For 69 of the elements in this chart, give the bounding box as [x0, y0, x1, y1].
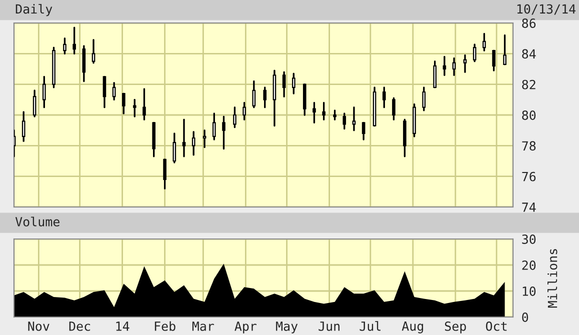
candlestick	[472, 44, 476, 62]
candlestick	[492, 50, 496, 72]
y-axis-title: Millions	[547, 249, 558, 308]
y-tick-label: 86	[522, 18, 536, 28]
chart-title: Daily	[16, 4, 52, 16]
candlestick	[482, 32, 486, 52]
x-tick-label: Oct	[486, 321, 507, 331]
candlestick	[282, 71, 286, 98]
x-tick-label: 14	[116, 322, 130, 331]
x-tick-label: May	[276, 322, 298, 334]
x-tick-label: Aug	[402, 322, 424, 334]
x-tick-label: Feb	[154, 321, 176, 331]
x-tick-label: Sep	[444, 321, 466, 334]
candlestick	[463, 54, 467, 73]
candlestick	[72, 26, 76, 54]
y-tick-label: 10	[522, 286, 536, 296]
y-tick-label: 82	[522, 80, 536, 90]
candlestick	[102, 76, 106, 108]
candlestick	[92, 39, 96, 64]
y-tick-label: 80	[522, 110, 536, 120]
candlestick	[292, 72, 296, 94]
candlestick	[182, 118, 186, 158]
candlestick	[163, 158, 166, 190]
y-tick-label: 78	[522, 141, 536, 151]
y-tick-label: 84	[522, 49, 536, 59]
candlestick	[312, 102, 316, 124]
candlestick	[242, 102, 246, 120]
candlestick	[202, 130, 206, 148]
candlestick	[252, 80, 256, 108]
candlestick	[122, 92, 126, 114]
candlestick	[63, 38, 66, 54]
candlestick	[352, 106, 356, 132]
x-tick-label: Jun	[318, 322, 340, 331]
text: 10/13/14	[517, 4, 576, 15]
candlestick	[112, 82, 116, 100]
chart-title: Volume	[15, 216, 60, 226]
y-tick-label: 0	[522, 312, 528, 322]
candlestick	[192, 131, 196, 156]
candlestick	[22, 111, 26, 142]
candlestick	[362, 122, 366, 140]
x-tick-label: Dec	[69, 322, 90, 331]
candlestick	[342, 112, 346, 130]
candlestick	[333, 110, 336, 120]
candlestick	[42, 76, 46, 108]
candlestick	[142, 88, 146, 120]
candlestick	[222, 116, 226, 150]
candlestick	[433, 60, 437, 88]
candlestick	[233, 106, 236, 128]
x-tick-label: Apr	[234, 322, 256, 334]
candlestick	[132, 98, 136, 118]
candlestick	[82, 45, 86, 82]
x-tick-label: Jul	[360, 321, 380, 331]
y-tick-label: 74	[522, 202, 536, 212]
x-tick-label: Mar	[192, 322, 214, 331]
x-tick-label: Nov	[28, 322, 50, 331]
candlestick	[263, 86, 267, 108]
candlestick	[322, 102, 326, 120]
candlestick	[382, 86, 386, 108]
candlestick	[442, 56, 446, 76]
candlestick	[452, 57, 456, 76]
candlestick	[392, 97, 396, 120]
y-tick-label: 76	[522, 172, 536, 182]
candlestick	[503, 34, 506, 66]
y-tick-label: 30	[522, 234, 536, 244]
candlestick	[32, 90, 36, 118]
candlestick	[172, 132, 176, 164]
candlestick	[422, 86, 426, 112]
candlestick	[212, 112, 216, 140]
y-tick-label: 20	[522, 260, 536, 270]
